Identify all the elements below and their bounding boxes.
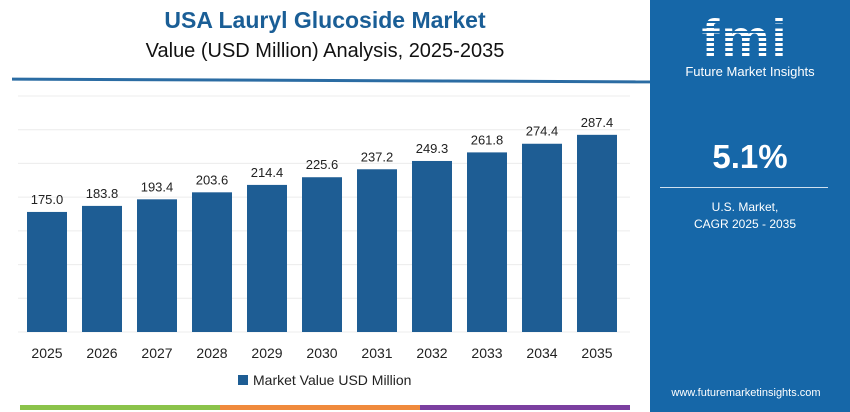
bar-2029 [247, 184, 287, 332]
data-label-2033: 261.8 [471, 132, 504, 147]
x-tick-2028: 2028 [196, 345, 227, 361]
x-tick-2027: 2027 [141, 345, 172, 361]
bar-2030 [302, 177, 342, 332]
x-tick-2026: 2026 [86, 345, 117, 361]
x-tick-2032: 2032 [416, 345, 447, 361]
bar-2027 [137, 199, 177, 332]
bar-2025 [27, 211, 67, 332]
data-label-2026: 183.8 [86, 186, 119, 201]
fmi-logo: fmi [650, 8, 840, 70]
x-tick-2033: 2033 [471, 345, 502, 361]
bar-chart: 175.0 2025 183.8 2026 193.4 2027 203.6 2028 214.… [18, 95, 630, 361]
legend: Market Value USD Million [238, 372, 411, 388]
bar-2031 [357, 169, 397, 332]
cagr-value: 5.1% [712, 138, 788, 175]
cagr-period: CAGR 2025 - 2035 [693, 217, 797, 231]
data-label-2028: 203.6 [196, 172, 229, 187]
data-label-2030: 225.6 [306, 157, 339, 172]
bar-2034 [522, 143, 562, 332]
cagr-caption: U.S. Market, CAGR 2025 - 2035 [650, 199, 840, 233]
bar-2035 [577, 134, 617, 332]
chart-subtitle: Value (USD Million) Analysis, 2025-2035 [145, 40, 505, 62]
data-label-2034: 274.4 [526, 124, 559, 139]
x-tick-2025: 2025 [31, 345, 62, 361]
data-label-2029: 214.4 [251, 165, 284, 180]
data-label-2027: 193.4 [141, 179, 174, 194]
accent-bar-orange [220, 405, 420, 410]
sidebar-divider [660, 187, 828, 188]
bar-2026 [82, 205, 122, 332]
data-label-2031: 237.2 [361, 149, 394, 164]
data-label-2032: 249.3 [416, 141, 449, 156]
data-label-2035: 287.4 [581, 115, 614, 130]
bar-2033 [467, 152, 507, 332]
x-tick-2030: 2030 [306, 345, 337, 361]
website-link[interactable]: www.futuremarketinsights.com [671, 387, 821, 399]
chart-title: USA Lauryl Glucoside Market [164, 7, 486, 33]
accent-bar-green [20, 405, 220, 410]
x-tick-2029: 2029 [251, 345, 282, 361]
logo-text: Future Market Insights [685, 64, 815, 79]
sidebar-panel: fmi Future Market Insights 5.1% U.S. Mar… [650, 0, 850, 412]
x-tick-2031: 2031 [361, 345, 392, 361]
legend-swatch [238, 375, 248, 385]
accent-bar-purple [420, 405, 630, 410]
market-label: U.S. Market, [711, 200, 779, 214]
bar-2032 [412, 160, 452, 332]
data-label-2025: 175.0 [31, 192, 64, 207]
x-tick-2035: 2035 [581, 345, 612, 361]
x-tick-2034: 2034 [526, 345, 557, 361]
legend-label: Market Value USD Million [253, 372, 412, 388]
bar-2028 [192, 192, 232, 332]
